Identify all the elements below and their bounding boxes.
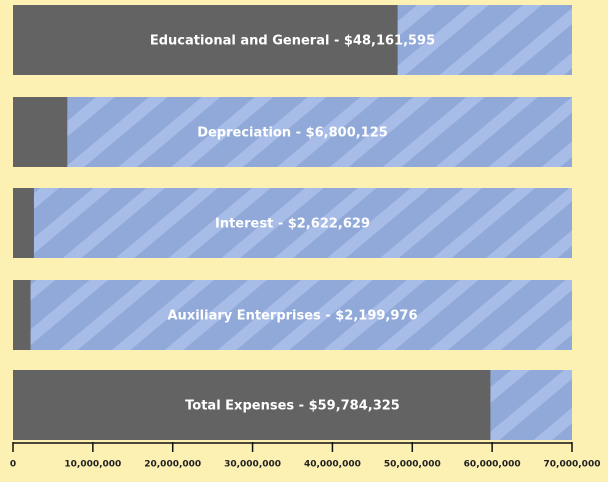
bar [13, 188, 34, 258]
bar-label: Depreciation - $6,800,125 [197, 126, 388, 141]
x-tick-label: 0 [10, 460, 16, 470]
bar [13, 97, 68, 167]
x-tick-label: 10,000,000 [64, 460, 121, 470]
x-tick-label: 70,000,000 [544, 460, 601, 470]
x-tick-label: 60,000,000 [464, 460, 521, 470]
x-tick-label: 50,000,000 [384, 460, 441, 470]
bar-label: Auxiliary Enterprises - $2,199,976 [168, 309, 418, 324]
bar-label: Total Expenses - $59,784,325 [185, 399, 400, 414]
bar-track [13, 280, 572, 350]
x-tick-label: 40,000,000 [304, 460, 361, 470]
bar-track [13, 97, 572, 167]
bar [13, 370, 491, 440]
bar-label: Educational and General - $48,161,595 [150, 34, 435, 49]
x-tick-label: 30,000,000 [224, 460, 281, 470]
bar [13, 280, 31, 350]
x-tick-label: 20,000,000 [144, 460, 201, 470]
bar [13, 5, 398, 75]
bar-label: Interest - $2,622,629 [215, 217, 370, 232]
bar-track [13, 188, 572, 258]
